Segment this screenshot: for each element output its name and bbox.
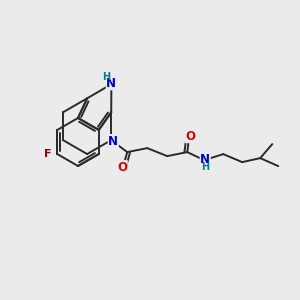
- Text: N: N: [106, 77, 116, 90]
- Text: N: N: [200, 153, 210, 166]
- Text: N: N: [108, 135, 118, 148]
- Text: H: H: [201, 162, 209, 172]
- Text: O: O: [185, 130, 195, 142]
- Text: O: O: [117, 160, 127, 174]
- Text: H: H: [102, 72, 110, 82]
- Text: F: F: [44, 149, 52, 159]
